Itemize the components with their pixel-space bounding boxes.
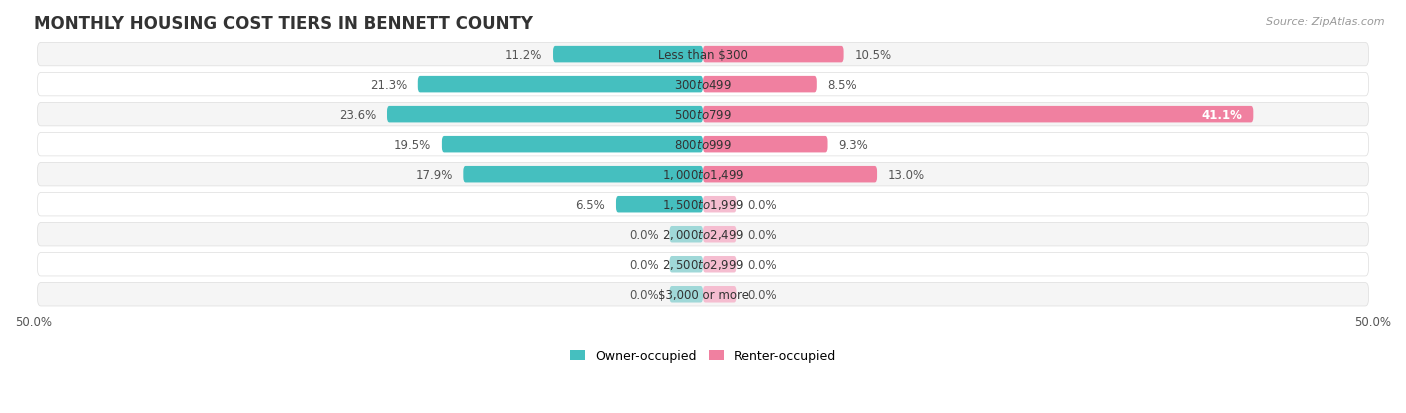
FancyBboxPatch shape	[38, 283, 1368, 306]
FancyBboxPatch shape	[441, 137, 703, 153]
FancyBboxPatch shape	[703, 286, 737, 303]
Text: 11.2%: 11.2%	[505, 48, 543, 62]
FancyBboxPatch shape	[38, 193, 1368, 216]
Text: 0.0%: 0.0%	[630, 288, 659, 301]
Text: MONTHLY HOUSING COST TIERS IN BENNETT COUNTY: MONTHLY HOUSING COST TIERS IN BENNETT CO…	[34, 15, 533, 33]
Text: $500 to $799: $500 to $799	[673, 108, 733, 121]
FancyBboxPatch shape	[703, 256, 737, 273]
Text: 0.0%: 0.0%	[747, 258, 776, 271]
Text: 10.5%: 10.5%	[855, 48, 891, 62]
FancyBboxPatch shape	[703, 77, 817, 93]
Text: $3,000 or more: $3,000 or more	[658, 288, 748, 301]
FancyBboxPatch shape	[418, 77, 703, 93]
FancyBboxPatch shape	[703, 107, 1253, 123]
Text: 0.0%: 0.0%	[747, 288, 776, 301]
Legend: Owner-occupied, Renter-occupied: Owner-occupied, Renter-occupied	[569, 350, 837, 363]
Text: $800 to $999: $800 to $999	[673, 138, 733, 151]
Text: 23.6%: 23.6%	[339, 108, 377, 121]
Text: Less than $300: Less than $300	[658, 48, 748, 62]
Text: 6.5%: 6.5%	[575, 198, 605, 211]
Text: 17.9%: 17.9%	[415, 168, 453, 181]
Text: 0.0%: 0.0%	[630, 228, 659, 241]
FancyBboxPatch shape	[38, 163, 1368, 186]
Text: Source: ZipAtlas.com: Source: ZipAtlas.com	[1267, 17, 1385, 26]
FancyBboxPatch shape	[703, 226, 737, 243]
FancyBboxPatch shape	[387, 107, 703, 123]
Text: $2,500 to $2,999: $2,500 to $2,999	[662, 258, 744, 272]
FancyBboxPatch shape	[669, 256, 703, 273]
Text: $2,000 to $2,499: $2,000 to $2,499	[662, 228, 744, 242]
Text: $1,500 to $1,999: $1,500 to $1,999	[662, 198, 744, 212]
FancyBboxPatch shape	[38, 43, 1368, 66]
Text: $300 to $499: $300 to $499	[673, 78, 733, 91]
Text: 41.1%: 41.1%	[1202, 108, 1243, 121]
FancyBboxPatch shape	[703, 166, 877, 183]
Text: 21.3%: 21.3%	[370, 78, 408, 91]
Text: 8.5%: 8.5%	[828, 78, 858, 91]
FancyBboxPatch shape	[703, 47, 844, 63]
Text: 13.0%: 13.0%	[887, 168, 925, 181]
FancyBboxPatch shape	[38, 73, 1368, 97]
FancyBboxPatch shape	[553, 47, 703, 63]
Text: 0.0%: 0.0%	[630, 258, 659, 271]
Text: 0.0%: 0.0%	[747, 198, 776, 211]
FancyBboxPatch shape	[703, 137, 828, 153]
FancyBboxPatch shape	[38, 223, 1368, 246]
FancyBboxPatch shape	[38, 253, 1368, 276]
Text: 0.0%: 0.0%	[747, 228, 776, 241]
Text: $1,000 to $1,499: $1,000 to $1,499	[662, 168, 744, 182]
Text: 19.5%: 19.5%	[394, 138, 432, 151]
FancyBboxPatch shape	[38, 103, 1368, 126]
Text: 9.3%: 9.3%	[838, 138, 868, 151]
FancyBboxPatch shape	[464, 166, 703, 183]
FancyBboxPatch shape	[703, 197, 737, 213]
FancyBboxPatch shape	[616, 197, 703, 213]
FancyBboxPatch shape	[669, 226, 703, 243]
FancyBboxPatch shape	[38, 133, 1368, 157]
FancyBboxPatch shape	[669, 286, 703, 303]
